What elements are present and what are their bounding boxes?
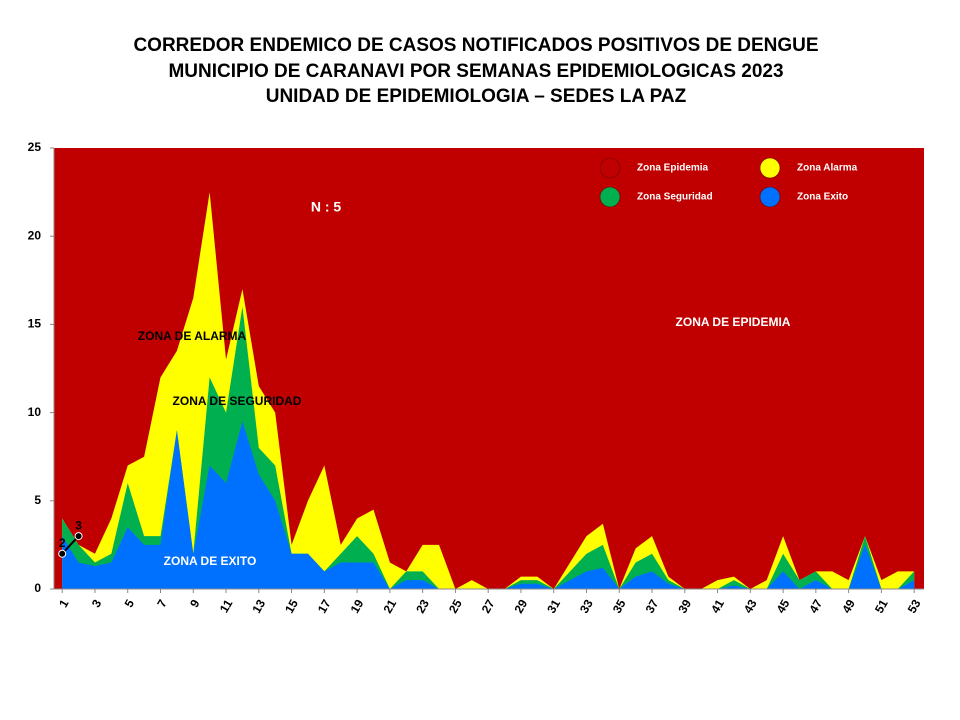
x-tick-label: 25 <box>446 597 465 616</box>
data-label: 2 <box>59 536 66 550</box>
annotation: ZONA DE EPIDEMIA <box>676 315 791 329</box>
chart-title: UNIDAD DE EPIDEMIOLOGIA – SEDES LA PAZ <box>266 86 687 107</box>
x-tick-label: 21 <box>380 597 399 616</box>
x-tick-label: 1 <box>56 597 72 610</box>
x-tick-label: 43 <box>741 597 760 616</box>
y-tick-label: 5 <box>34 493 41 507</box>
legend-label: Zona Exito <box>797 192 848 203</box>
x-tick-label: 11 <box>217 597 236 615</box>
y-tick-label: 0 <box>34 581 41 595</box>
x-tick-label: 17 <box>315 597 334 616</box>
x-tick-label: 47 <box>806 597 825 616</box>
x-tick-label: 19 <box>348 597 367 616</box>
data-label: 3 <box>75 518 82 532</box>
legend-label: Zona Seguridad <box>637 192 713 203</box>
x-tick-label: 31 <box>544 597 563 616</box>
x-tick-label: 45 <box>774 597 793 616</box>
x-tick-label: 49 <box>839 597 858 616</box>
x-tick-label: 29 <box>511 597 530 616</box>
case-point <box>74 532 83 541</box>
annotation: ZONA DE EXITO <box>164 554 257 568</box>
x-tick-label: 33 <box>577 597 596 616</box>
overlay: N : 5 ZONA DE ALARMA ZONA DE SEGURIDAD Z… <box>138 199 791 568</box>
legend-swatch <box>759 157 781 179</box>
x-tick-label: 41 <box>708 597 727 616</box>
y-tick-label: 25 <box>28 140 42 154</box>
x-tick-label: 23 <box>413 597 432 616</box>
x-tick-label: 5 <box>122 597 138 610</box>
chart-title: CORREDOR ENDEMICO DE CASOS NOTIFICADOS P… <box>133 35 818 56</box>
x-tick-label: 15 <box>282 597 301 616</box>
x-tick-label: 39 <box>675 597 694 616</box>
annotation: ZONA DE SEGURIDAD <box>173 394 302 408</box>
cases-line <box>61 535 80 555</box>
legend-swatch <box>759 186 781 208</box>
x-tick-label: 35 <box>610 597 629 616</box>
legend-swatch <box>599 186 621 208</box>
x-tick-label: 3 <box>89 597 105 610</box>
chart-title: MUNICIPIO DE CARANAVI POR SEMANAS EPIDEM… <box>168 61 783 82</box>
legend-swatch <box>599 157 621 179</box>
y-tick-label: 10 <box>28 405 42 419</box>
legend-label: Zona Epidemia <box>637 163 709 174</box>
x-tick-label: 37 <box>643 597 662 616</box>
x-tick-label: 53 <box>905 597 924 616</box>
x-tick-label: 27 <box>479 597 498 616</box>
zone-area <box>62 421 915 589</box>
legend-label: Zona Alarma <box>797 163 858 174</box>
x-tick-label: 13 <box>249 597 268 616</box>
y-tick-label: 15 <box>28 317 42 331</box>
y-tick-label: 20 <box>28 228 42 242</box>
annotation: N : 5 <box>311 199 342 215</box>
annotation: ZONA DE ALARMA <box>138 329 247 343</box>
x-tick-label: 51 <box>872 597 891 616</box>
case-point <box>58 549 67 558</box>
x-tick-label: 9 <box>187 597 203 610</box>
x-tick-label: 7 <box>154 597 170 610</box>
